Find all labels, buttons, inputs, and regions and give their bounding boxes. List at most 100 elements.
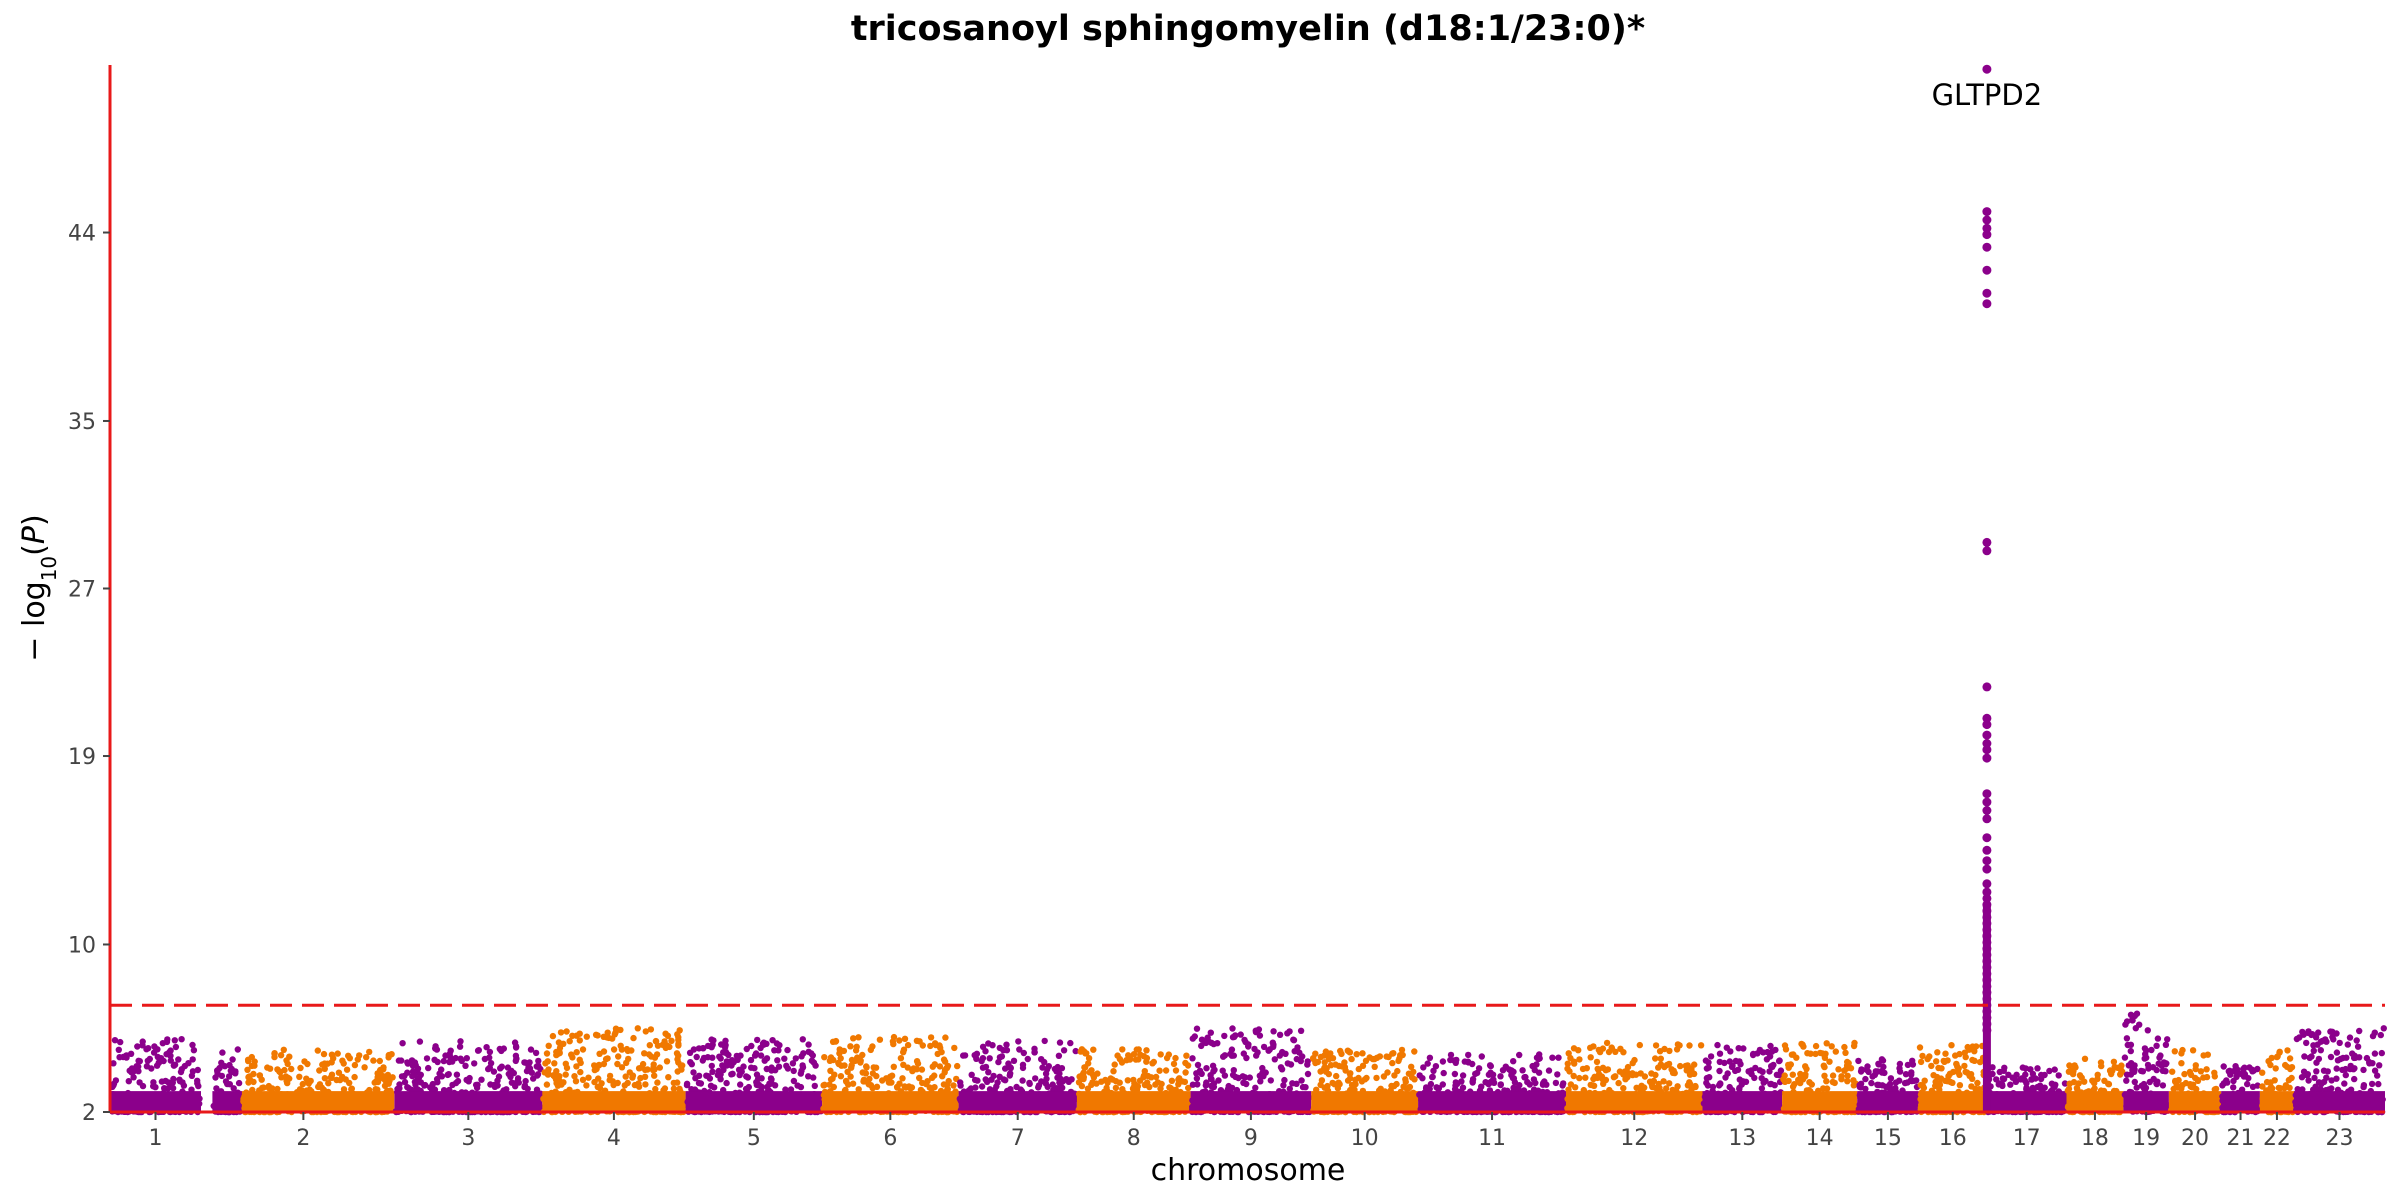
snp-point [321,1065,328,1073]
snp-point [982,1063,990,1071]
snp-point [1094,1070,1101,1077]
snp-point [1829,1072,1837,1079]
snp-point [914,1060,922,1067]
snp-point [859,1051,866,1059]
snp-point [1497,1073,1504,1080]
snp-point [1157,1085,1164,1092]
snp-point [1974,1079,1981,1087]
snp-point [697,1080,705,1087]
snp-point [789,1060,797,1067]
snp-density-band [1418,1091,1566,1112]
snp-point [2070,1068,2077,1075]
snp-point [303,1075,310,1082]
snp-point [748,1042,755,1050]
snp-point [1078,1082,1086,1090]
snp-point [763,1065,770,1073]
snp-point [2081,1055,2089,1063]
snp-point [1043,1066,1051,1073]
snp-point [1419,1075,1426,1082]
snp-point [996,1073,1003,1081]
snp-point [1599,1045,1607,1052]
snp-point [615,1053,622,1060]
snp-point [342,1076,349,1083]
snp-point [716,1053,723,1060]
snp-point [328,1074,335,1082]
snp-point [1652,1055,1659,1062]
snp-density-band [1190,1091,1312,1112]
snp-point [1376,1053,1384,1060]
snp-point [139,1042,146,1049]
snp-point [927,1034,935,1041]
snp-point [1767,1080,1774,1088]
snp-point [1862,1075,1869,1083]
snp-point [1758,1075,1765,1082]
snp-point [810,1074,817,1081]
snp-point [957,1079,964,1086]
snp-point [1940,1057,1947,1065]
snp-point [1770,1061,1777,1069]
snp-point [1402,1078,1410,1086]
snp-point [576,1056,583,1064]
snp-point [277,1052,285,1059]
snp-point [117,1038,124,1046]
snp-point [944,1081,951,1089]
snp-point [978,1083,986,1090]
snp-point [1076,1073,1083,1080]
snp-point [1735,1045,1742,1052]
snp-point [1478,1053,1486,1060]
snp-point [316,1081,324,1088]
snp-point [334,1050,341,1057]
snp-point [1397,1052,1404,1059]
snp-point [1184,1062,1192,1069]
snp-point [934,1050,941,1058]
snp-point [650,1061,657,1068]
snp-point [1692,1082,1699,1090]
snp-point [723,1062,731,1069]
snp-point [1348,1055,1355,1063]
snp-point [1751,1074,1758,1082]
snp-point [1629,1059,1636,1067]
snp-point [1373,1074,1380,1082]
snp-point [941,1058,949,1065]
snp-point [623,1059,630,1067]
snp-point [401,1078,409,1086]
snp-point [463,1055,470,1062]
snp-point [1157,1051,1164,1058]
snp-point [1721,1059,1728,1067]
snp-point [735,1066,743,1074]
snp-point [333,1076,340,1084]
snp-point [728,1057,736,1064]
snp-point [1716,1067,1723,1075]
snp-point [1892,1084,1899,1092]
snp-point [2157,1052,2164,1059]
snp-point [990,1072,997,1080]
snp-point [1281,1076,1288,1084]
snp-point [1312,1050,1319,1057]
snp-point [1353,1051,1360,1058]
snp-point [650,1066,657,1074]
snp-point [1850,1082,1858,1089]
snp-point [717,1076,724,1083]
snp-point [775,1063,783,1070]
snp-point [1103,1084,1110,1092]
snp-point [1615,1079,1622,1087]
snp-point [805,1073,812,1080]
snp-point [737,1081,744,1088]
snp-point [133,1063,140,1070]
snp-point [1410,1068,1417,1076]
snp-point [244,1066,251,1074]
snp-point [1189,1055,1196,1062]
snp-point [591,1062,598,1069]
snp-point [1191,1033,1199,1040]
snp-point [896,1037,903,1044]
snp-point [1239,1073,1247,1080]
snp-point [328,1051,336,1058]
snp-point [1055,1052,1063,1060]
snp-point [1531,1066,1539,1074]
snp-point [130,1074,137,1081]
snp-point [923,1080,930,1088]
snp-point [127,1050,135,1058]
snp-point [351,1073,358,1081]
snp-point [1390,1082,1398,1090]
snp-point [1054,1063,1061,1071]
